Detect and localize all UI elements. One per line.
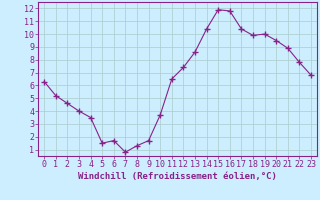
X-axis label: Windchill (Refroidissement éolien,°C): Windchill (Refroidissement éolien,°C): [78, 172, 277, 181]
